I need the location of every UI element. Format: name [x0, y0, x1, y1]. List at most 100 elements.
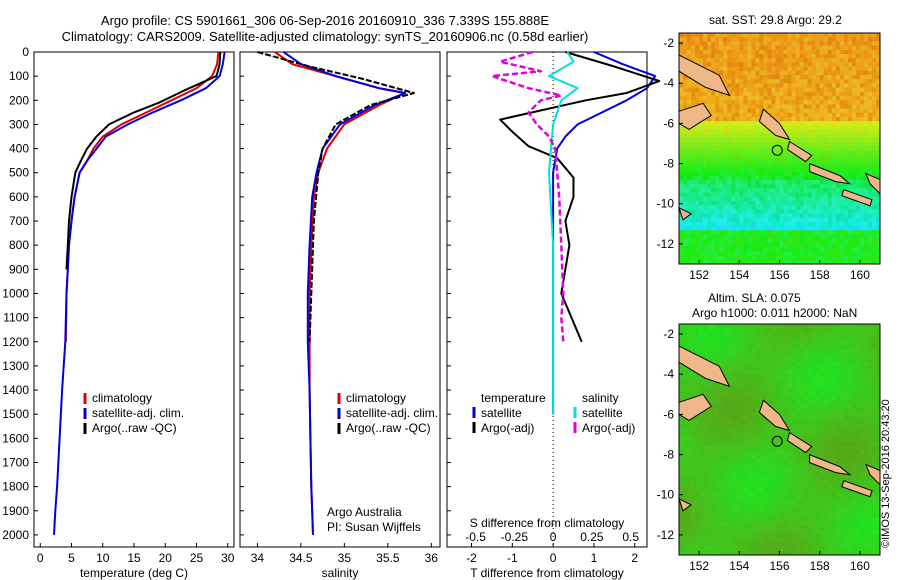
sla_map-cell — [859, 462, 865, 468]
sla_map-cell — [683, 382, 688, 388]
sst_map-cell — [847, 117, 853, 122]
sst_map-cell — [755, 209, 760, 214]
sst_map-cell — [687, 154, 692, 160]
sst_map-cell — [703, 58, 708, 63]
sla_map-cell — [872, 324, 877, 329]
sla_map-cell — [819, 361, 825, 367]
sst_map-cell — [803, 243, 808, 248]
sla_map-cell — [847, 336, 853, 342]
sla_map-cell — [759, 399, 764, 405]
sst_map-cell — [707, 238, 712, 244]
sst_map-cell — [735, 217, 740, 223]
sla_map-cell — [703, 324, 708, 329]
sla_map-cell — [803, 349, 808, 354]
sst_map-cell — [855, 234, 861, 240]
sst_map-cell — [795, 205, 800, 210]
sst_map-cell — [783, 255, 788, 261]
sla_map-cell — [779, 387, 784, 392]
sst_map-cell — [747, 184, 752, 189]
sst_map-cell — [831, 66, 837, 72]
sst_map-cell — [775, 180, 780, 185]
sst_map-cell — [819, 33, 825, 38]
sla_map-cell — [795, 395, 800, 400]
sst_map-cell — [823, 133, 829, 139]
sst_map-cell — [787, 129, 792, 135]
sla_map-cell — [827, 424, 833, 430]
sst_map-cell — [727, 238, 732, 244]
sst_map-cell — [779, 243, 784, 248]
sla_map-cell — [735, 387, 740, 392]
sla_map-cell — [739, 420, 744, 426]
sst_map-cell — [859, 251, 865, 256]
sst_map-cell — [787, 87, 792, 93]
sla_map-cell — [847, 433, 853, 438]
sst_map-cell — [779, 108, 784, 114]
sst_map-cell — [811, 217, 817, 223]
sst_map-cell — [691, 222, 696, 227]
sla_map-cell — [819, 366, 825, 371]
sst_map-cell — [803, 171, 808, 177]
sst_map-cell — [703, 62, 708, 67]
sst_map-cell — [811, 184, 817, 189]
sla_map-cell — [847, 471, 853, 476]
sst_map-cell — [811, 238, 817, 244]
sla_map-cell — [855, 462, 861, 468]
sla_map-cell — [876, 324, 881, 329]
sst_map-cell — [763, 49, 768, 55]
sla_map-cell — [787, 487, 792, 493]
sst_map-cell — [739, 247, 744, 252]
sla_map-cell — [843, 433, 849, 438]
sla_map-cell — [743, 471, 748, 476]
sst_map-cell — [731, 75, 736, 80]
sst_map-cell — [751, 142, 756, 147]
sst_map-cell — [819, 66, 825, 72]
sst_map-cell — [771, 192, 776, 198]
sst_map-cell — [831, 142, 837, 147]
sst_map-cell — [739, 192, 744, 198]
sst_map-cell — [827, 146, 833, 151]
sla_map-cell — [763, 458, 768, 463]
sla_map-cell — [711, 475, 716, 480]
sla_map-cell — [731, 454, 736, 459]
sst_map-cell — [831, 138, 837, 143]
sst_map-cell — [867, 154, 873, 160]
sst_map-cell — [679, 37, 684, 42]
sla_map-cell — [795, 420, 800, 426]
sla_map-cell — [723, 340, 728, 346]
sst_map-cell — [872, 159, 877, 164]
sst_map-cell — [771, 171, 776, 177]
sla_map-cell — [771, 458, 776, 463]
sst_map-cell — [795, 201, 800, 206]
sst_map-cell — [715, 33, 720, 38]
sst_map-cell — [719, 230, 724, 235]
sla_map-cell — [819, 424, 825, 430]
sla_map-cell — [775, 370, 780, 375]
sla_map-cell — [755, 424, 760, 430]
sla_map-cell — [839, 492, 845, 497]
sst_map-cell — [735, 49, 740, 55]
sla_map-cell — [759, 357, 764, 363]
sla_map-cell — [707, 416, 712, 421]
sst_map-cell — [771, 112, 776, 118]
sla_map-cell — [847, 324, 853, 329]
sla_map-cell — [691, 416, 696, 421]
sla_map-cell — [827, 450, 833, 455]
sla_map-cell — [739, 324, 744, 329]
diff-sal-tick-label: -0.25 — [501, 530, 529, 544]
sst_map-cell — [715, 96, 720, 101]
sst_map-cell — [872, 121, 877, 126]
sla_map-cell — [867, 420, 873, 426]
sla_map-cell — [759, 462, 764, 468]
sst_map-cell — [831, 238, 837, 244]
sla_map-cell — [727, 479, 732, 484]
sst_map-cell — [711, 129, 716, 135]
sst_map-cell — [791, 154, 796, 160]
sla_map-cell — [715, 387, 720, 392]
sla_map-cell — [863, 466, 869, 472]
sst_map-cell — [759, 259, 764, 265]
sst_map-cell — [867, 100, 873, 105]
sst_map-cell — [803, 146, 808, 151]
sla_map-cell — [735, 408, 740, 413]
sst_map-cell — [799, 83, 804, 88]
sla_map-cell — [755, 429, 760, 434]
